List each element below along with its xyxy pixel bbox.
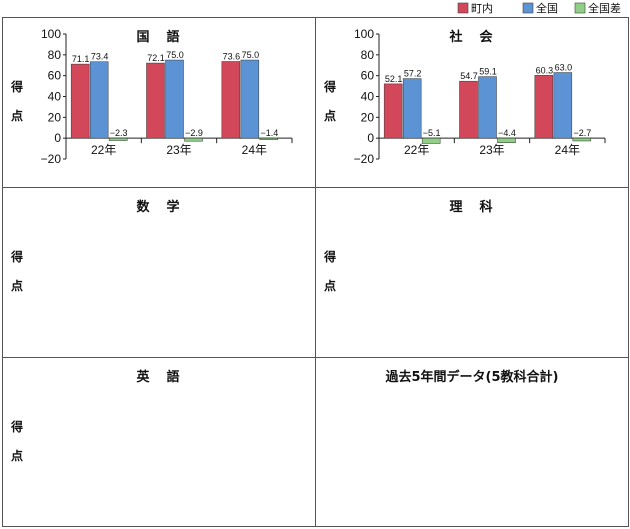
category-label: 22年 bbox=[91, 143, 116, 157]
y-axis-label-top: 得 bbox=[324, 80, 337, 94]
y-axis-label-top: 得 bbox=[324, 250, 337, 264]
bar-全国差 bbox=[572, 137, 592, 142]
bar-町内 bbox=[383, 83, 403, 139]
y-axis-label-bottom: 点 bbox=[11, 279, 24, 293]
bar-町内 bbox=[459, 80, 478, 139]
chart-title: 理 科 bbox=[449, 200, 495, 215]
chart-plot: −2002040608010058.263.3−5.122年60.664.6−4… bbox=[3, 358, 316, 526]
bar-町内 bbox=[534, 75, 554, 139]
data-label: 57.2 bbox=[404, 69, 422, 79]
chart-title: 英 語 bbox=[136, 370, 182, 385]
category-label: 24年 bbox=[242, 143, 267, 157]
bar-町内 bbox=[221, 61, 241, 139]
legend-swatch bbox=[574, 2, 586, 14]
category-label: 24年 bbox=[555, 143, 580, 157]
bar-全国差 bbox=[259, 137, 279, 140]
data-label: 71.1 bbox=[72, 54, 90, 64]
y-axis-label-top: 得 bbox=[11, 250, 24, 264]
y-tick-label: 0 bbox=[367, 131, 374, 145]
y-tick-label: 20 bbox=[48, 110, 62, 124]
data-label: 75.0 bbox=[166, 50, 184, 60]
bar-全国差 bbox=[497, 137, 516, 143]
y-tick-label: 80 bbox=[48, 48, 62, 62]
y-tick-label: 60 bbox=[48, 69, 62, 83]
y-axis-label-bottom: 点 bbox=[324, 109, 337, 123]
chart-plot: −1000100200300400293334.3−41.320年302.833… bbox=[316, 358, 628, 526]
bar-全国差 bbox=[421, 137, 441, 144]
data-label: 72.1 bbox=[147, 53, 165, 63]
panel-math: 数 学 得 点 −2002040608010052.658.9−6.322年54… bbox=[3, 188, 316, 358]
bar-全国 bbox=[89, 61, 109, 139]
category-label: 22年 bbox=[404, 143, 429, 157]
data-label: 63.0 bbox=[555, 63, 573, 73]
y-tick-label: 40 bbox=[48, 90, 62, 104]
y-axis-label-top: 得 bbox=[11, 420, 24, 434]
panel-five-year-total: 過去5年間データ(5教科合計) −1000100200300400293334.… bbox=[316, 358, 628, 526]
y-tick-label: 60 bbox=[361, 69, 375, 83]
legend: 町内 全国 全国差 bbox=[0, 0, 630, 18]
bar-全国差 bbox=[184, 137, 203, 142]
bar-全国 bbox=[553, 72, 573, 139]
data-label: 60.3 bbox=[536, 65, 554, 75]
chart-title: 社 会 bbox=[449, 30, 495, 45]
y-axis-label-bottom: 点 bbox=[11, 449, 24, 463]
data-label: −2.9 bbox=[185, 128, 203, 138]
data-label: 54.7 bbox=[460, 71, 478, 81]
y-tick-label: 100 bbox=[41, 27, 61, 41]
data-label: −2.7 bbox=[573, 128, 591, 138]
y-tick-label: 100 bbox=[354, 27, 374, 41]
data-label: −2.3 bbox=[110, 128, 128, 138]
chart-plot: −20 0 20 40 60 80 100 52.157.2 −5.1 22年 54.7 59.1 −4… bbox=[354, 27, 606, 166]
data-label: 59.1 bbox=[479, 67, 497, 77]
y-tick-label: −20 bbox=[354, 152, 375, 166]
data-label: −1.4 bbox=[260, 128, 278, 138]
chart-grid-frame: 国 語 得 点 −20 0 20 40 60 80 100 71.1 73.4 −2.3 22年 72… bbox=[2, 17, 629, 527]
y-tick-label: 80 bbox=[361, 48, 375, 62]
panel-english: 英 語 得 点 −2002040608010058.263.3−5.122年60… bbox=[3, 358, 316, 526]
bar-全国 bbox=[240, 59, 260, 139]
data-label: 73.4 bbox=[91, 52, 109, 62]
data-label: −4.4 bbox=[498, 128, 516, 138]
bar-全国 bbox=[402, 78, 422, 139]
bar-全国 bbox=[165, 59, 184, 139]
chart-title: 数 学 bbox=[136, 200, 182, 215]
y-tick-label: −20 bbox=[41, 152, 62, 166]
bar-全国差 bbox=[108, 137, 128, 141]
legend-svg: 町内 全国 全国差 bbox=[457, 1, 621, 15]
y-axis-label-bottom: 点 bbox=[324, 279, 337, 293]
chart-plot: −2002040608010052.658.9−6.322年54.959.0−4… bbox=[3, 188, 316, 358]
chart-plot: −2002040608010065.567.2−1.722年69.964.55.… bbox=[316, 188, 628, 358]
data-label: 52.1 bbox=[385, 74, 403, 84]
legend-swatch bbox=[457, 2, 469, 14]
y-axis-label-bottom: 点 bbox=[11, 109, 24, 123]
legend-label: 全国差 bbox=[588, 1, 621, 15]
category-label: 23年 bbox=[166, 143, 191, 157]
bar-町内 bbox=[146, 62, 165, 139]
data-label: 75.0 bbox=[242, 50, 260, 60]
category-label: 23年 bbox=[479, 143, 504, 157]
legend-swatch bbox=[522, 2, 534, 14]
y-tick-label: 40 bbox=[361, 90, 375, 104]
data-label: −5.1 bbox=[423, 128, 441, 138]
panel-science: 理 科 得 点 −2002040608010065.567.2−1.722年69… bbox=[316, 188, 628, 358]
data-label: 73.6 bbox=[223, 52, 241, 62]
panel-social-studies: 社 会 得 点 −20 0 20 40 60 80 100 52.1 57.2 −5.1 22年 54… bbox=[316, 18, 628, 188]
panel-japanese: 国 語 得 点 −20 0 20 40 60 80 100 71.1 73.4 −2.3 22年 72… bbox=[3, 18, 316, 188]
y-tick-label: 20 bbox=[361, 110, 375, 124]
bar-全国 bbox=[478, 76, 497, 139]
chart-title: 過去5年間データ(5教科合計) bbox=[385, 370, 559, 385]
y-tick-label: 0 bbox=[54, 131, 61, 145]
bar-町内 bbox=[70, 63, 90, 139]
legend-label: 全国 bbox=[536, 1, 558, 15]
y-axis-label-top: 得 bbox=[11, 80, 24, 94]
chart-title: 国 語 bbox=[136, 30, 182, 45]
legend-label: 町内 bbox=[471, 1, 493, 15]
